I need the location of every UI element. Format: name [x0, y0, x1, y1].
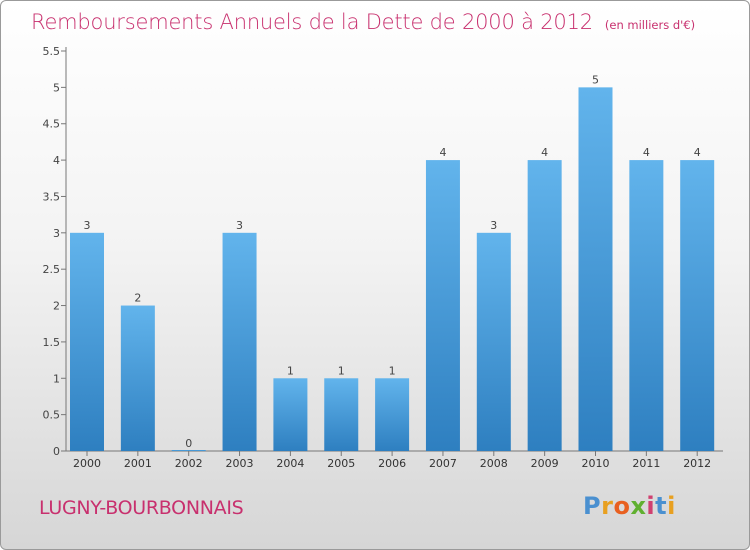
x-tick-label: 2002 — [175, 457, 203, 470]
x-tick-label: 2009 — [531, 457, 559, 470]
logo-letter: t — [655, 492, 668, 520]
y-tick-label: 3 — [53, 227, 60, 240]
data-label: 1 — [287, 364, 294, 377]
bar — [476, 232, 511, 451]
y-tick-label: 2.5 — [43, 263, 61, 276]
bar — [171, 450, 206, 451]
x-tick-label: 2007 — [429, 457, 457, 470]
y-tick-label: 1.5 — [43, 336, 61, 349]
x-tick-label: 2008 — [480, 457, 508, 470]
chart-unit-note: (en milliers d'€) — [604, 18, 696, 32]
x-tick-label: 2003 — [226, 457, 254, 470]
chart-labels: 2000 3 2001 2 2002 0 2003 3 2004 1 2005 1 2006 1 2007 4… — [73, 73, 711, 470]
logo-letter: o — [613, 492, 631, 520]
bar — [120, 305, 155, 451]
bar — [680, 160, 715, 451]
chart-axes: 0 0.5 1 1.5 2 2.5 3 3.5 4 4.5 5 5.5 — [43, 45, 723, 458]
logo-letter: i — [667, 492, 676, 520]
x-tick-label: 2011 — [632, 457, 660, 470]
logo-letter: r — [601, 492, 614, 520]
bar — [222, 232, 257, 451]
bar — [70, 232, 104, 451]
y-tick-label: 0 — [53, 445, 60, 458]
data-label: 4 — [541, 146, 548, 159]
data-label: 4 — [439, 146, 446, 159]
logo-letter: P — [583, 492, 602, 520]
y-tick-label: 5 — [53, 81, 60, 94]
bar — [324, 378, 359, 451]
data-label: 2 — [134, 292, 141, 305]
proxiti-logo: Proxiti — [583, 492, 676, 520]
logo-letter: i — [646, 492, 656, 520]
data-label: 0 — [185, 437, 192, 450]
x-tick-label: 2012 — [683, 457, 711, 470]
data-label: 4 — [643, 146, 650, 159]
x-tick-label: 2001 — [124, 457, 152, 470]
commune-name: LUGNY-BOURBONNAIS — [39, 497, 244, 519]
data-label: 4 — [694, 146, 701, 159]
x-tick-label: 2010 — [582, 457, 610, 470]
x-tick-label: 2004 — [276, 457, 304, 470]
y-tick-label: 1 — [53, 372, 60, 385]
y-tick-label: 0.5 — [43, 409, 61, 422]
y-tick-label: 3.5 — [43, 190, 61, 203]
x-tick-label: 2000 — [73, 457, 101, 470]
x-tick-label: 2005 — [327, 457, 355, 470]
logo-letter: x — [630, 492, 647, 520]
data-label: 3 — [84, 219, 91, 232]
y-tick-label: 4 — [53, 154, 60, 167]
bar — [527, 160, 562, 451]
bar — [578, 87, 613, 451]
x-tick-label: 2006 — [378, 457, 406, 470]
y-tick-label: 4.5 — [43, 118, 61, 131]
data-label: 1 — [338, 364, 345, 377]
bar — [273, 378, 308, 451]
chart-title-main: Remboursements Annuels de la Dette de 20… — [31, 10, 593, 34]
y-tick-label: 2 — [53, 300, 60, 313]
chart-bars — [70, 87, 715, 451]
data-label: 1 — [389, 364, 396, 377]
bar — [375, 378, 410, 451]
data-label: 3 — [490, 219, 497, 232]
bar — [629, 160, 664, 451]
chart-title: Remboursements Annuels de la Dette de 20… — [31, 10, 695, 34]
data-label: 5 — [592, 73, 599, 86]
bar — [425, 160, 460, 451]
y-tick-label: 5.5 — [43, 45, 61, 58]
data-label: 3 — [236, 219, 243, 232]
